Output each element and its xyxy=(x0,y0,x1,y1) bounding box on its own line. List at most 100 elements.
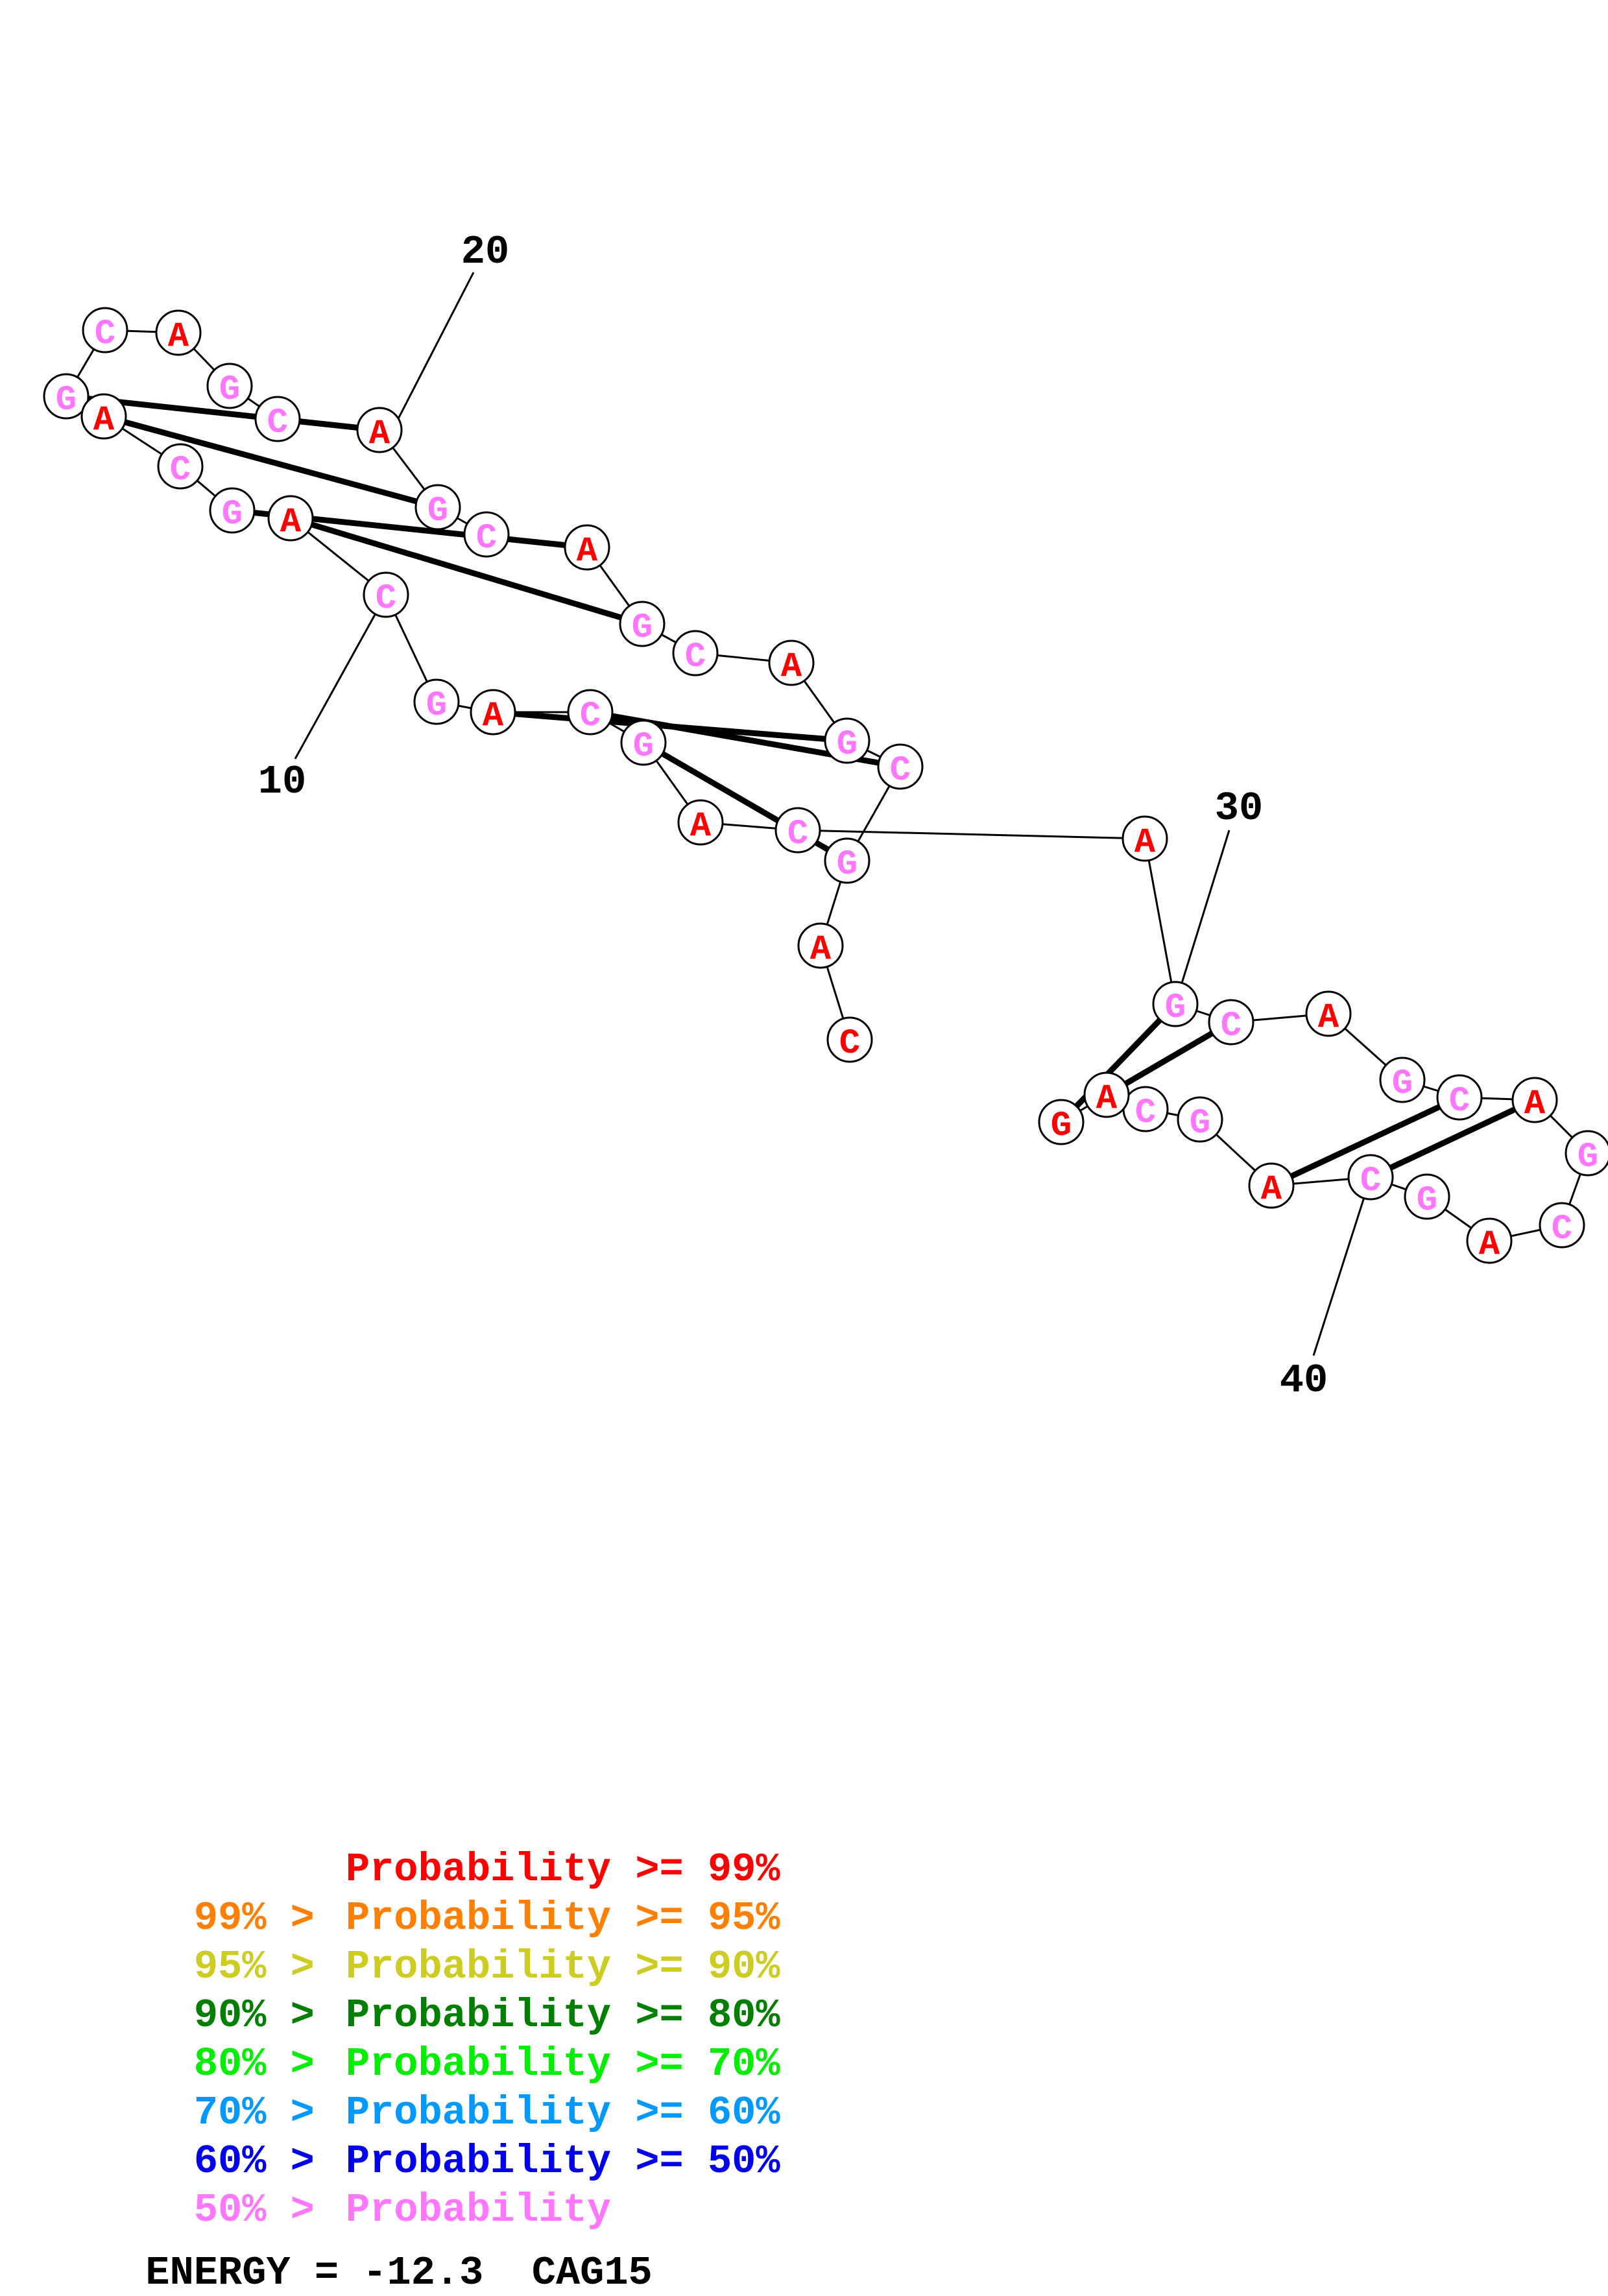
nucleotide-39: G xyxy=(1404,1173,1450,1221)
nucleotide-letter: G xyxy=(1190,1104,1210,1143)
base-pair-bond xyxy=(102,413,439,510)
nucleotide-14: G xyxy=(206,363,253,410)
nucleotide-circle xyxy=(1305,990,1352,1037)
nucleotide-44: A xyxy=(1083,1071,1130,1119)
nucleotide-circle xyxy=(356,407,403,453)
nucleotide-letter: A xyxy=(781,647,802,687)
nucleotide-24: A xyxy=(470,689,516,736)
nucleotide-26: G xyxy=(620,719,667,767)
nucleotide-32: A xyxy=(1305,990,1352,1038)
sequence-name: CAG15 xyxy=(531,2250,653,2296)
energy-footer: ENERGY = -12.3 CAG15 xyxy=(97,2204,653,2296)
nucleotide-circle xyxy=(82,307,128,353)
nucleotide-circle xyxy=(1436,1074,1483,1121)
legend-label: Probability xyxy=(345,2041,612,2087)
nucleotide-circle xyxy=(1511,1077,1558,1123)
nucleotide-15: A xyxy=(155,309,202,357)
legend-suffix: >= 70% xyxy=(635,2041,780,2087)
legend-prefix: 80% > xyxy=(193,2041,315,2087)
backbone-segment xyxy=(797,829,1146,840)
nucleotide-5: G xyxy=(824,717,870,765)
nucleotide-27: A xyxy=(677,799,724,846)
nucleotide-circle xyxy=(254,396,301,442)
legend-label: Probability xyxy=(345,2138,612,2184)
legend-prefix: 95% > xyxy=(193,1944,315,1990)
legend-prefix: 50% > xyxy=(193,2187,315,2233)
nucleotide-letter: G xyxy=(426,686,447,726)
nucleotide-letter: C xyxy=(476,519,497,558)
nucleotide-circle xyxy=(1404,1173,1450,1220)
nucleotide-letter: A xyxy=(810,930,832,970)
legend-row-6: 70% > Probability >= 60% xyxy=(97,2045,876,2136)
nucleotide-34: C xyxy=(1436,1074,1483,1121)
position-tick-20 xyxy=(391,272,475,431)
nucleotide-circle xyxy=(824,837,870,884)
nucleotide-circle xyxy=(824,717,870,764)
legend-suffix: >= 95% xyxy=(635,1895,780,1941)
backbone-segment xyxy=(1144,838,1177,1005)
nucleotide-circle xyxy=(414,484,461,531)
nucleotide-35: A xyxy=(1511,1077,1558,1124)
nucleotide-circle xyxy=(1565,1130,1608,1177)
legend-suffix: >= 80% xyxy=(635,1992,780,2039)
nucleotide-letter: G xyxy=(1051,1106,1072,1146)
base-pair-bond xyxy=(492,709,848,744)
nucleotide-circle xyxy=(1177,1096,1223,1143)
legend-row-2: 99% > Probability >= 95% xyxy=(97,1850,876,1941)
nucleotide-7: C xyxy=(672,630,719,677)
nucleotide-letter: G xyxy=(222,495,243,534)
nucleotide-circle xyxy=(470,689,516,735)
nucleotide-circle xyxy=(619,601,666,647)
position-label-30: 30 xyxy=(1215,785,1263,831)
nucleotide-letter: A xyxy=(1134,823,1156,863)
nucleotide-circle xyxy=(267,495,314,542)
nucleotide-circle xyxy=(463,511,510,558)
nucleotide-letter: A xyxy=(690,807,712,846)
nucleotide-letter: G xyxy=(1392,1064,1413,1104)
position-tick-30 xyxy=(1174,830,1230,1005)
nucleotide-circle xyxy=(1347,1154,1394,1201)
nucleotide-6: A xyxy=(768,640,815,687)
nucleotide-38: A xyxy=(1466,1217,1513,1265)
nucleotide-45: G xyxy=(1038,1099,1085,1146)
nucleotide-9: A xyxy=(564,524,610,571)
nucleotide-circle xyxy=(1083,1071,1130,1118)
nucleotide-41: A xyxy=(1248,1162,1295,1210)
nucleotide-letter: A xyxy=(483,697,504,736)
nucleotide-40: C xyxy=(1347,1154,1394,1201)
nucleotide-4: C xyxy=(877,743,924,791)
nucleotide-letter: C xyxy=(170,451,191,490)
energy-value: ENERGY = -12.3 xyxy=(145,2250,484,2296)
nucleotide-circle xyxy=(1379,1057,1426,1103)
nucleotide-30: G xyxy=(1152,981,1199,1028)
nucleotide-letter: C xyxy=(580,697,601,736)
legend-suffix: >= 90% xyxy=(635,1944,780,1990)
nucleotide-letter: C xyxy=(890,751,911,791)
nucleotide-letter: C xyxy=(1221,1007,1242,1046)
nucleotide-12: A xyxy=(356,407,403,454)
base-pair-bond xyxy=(1369,1097,1536,1180)
nucleotide-letter: A xyxy=(577,532,598,571)
nucleotide-letter: G xyxy=(56,381,77,420)
legend-prefix: 99% > xyxy=(193,1895,315,1941)
legend-label: Probability xyxy=(345,2090,612,2136)
nucleotide-29: A xyxy=(1122,815,1168,863)
legend-row-4: 90% > Probability >= 80% xyxy=(97,1948,876,2039)
nucleotide-letter: A xyxy=(1261,1170,1282,1210)
nucleotide-letter: G xyxy=(837,845,858,885)
base-pair-bond xyxy=(1059,1001,1178,1125)
nucleotide-letter: G xyxy=(632,608,653,648)
base-pair-bond xyxy=(1270,1094,1461,1189)
nucleotide-1: C xyxy=(826,1016,873,1064)
nucleotide-circle xyxy=(1038,1099,1085,1145)
nucleotide-19: C xyxy=(157,443,204,490)
position-label-10: 10 xyxy=(258,759,306,805)
nucleotide-letter: C xyxy=(95,315,115,354)
nucleotide-circle xyxy=(826,1016,873,1063)
nucleotide-circle xyxy=(1539,1202,1585,1249)
nucleotide-letter: C xyxy=(1449,1082,1470,1121)
nucleotide-letter: C xyxy=(1135,1094,1156,1133)
legend-label: Probability xyxy=(345,1895,612,1941)
nucleotide-letter: C xyxy=(685,638,706,677)
